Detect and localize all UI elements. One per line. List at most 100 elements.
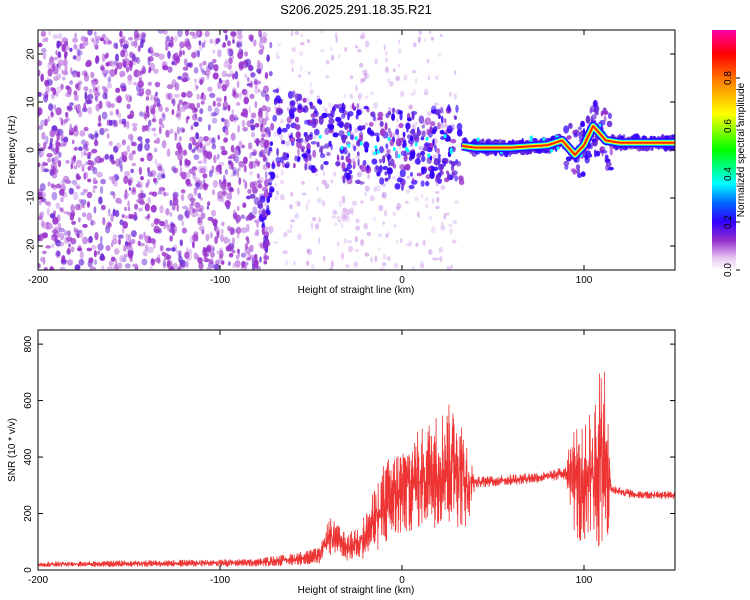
noise-blob: [267, 131, 271, 138]
noise-blob: [101, 86, 106, 90]
signal-blob: [593, 149, 597, 158]
noise-blob: [199, 79, 203, 85]
noise-blob: [161, 251, 167, 257]
spectrogram-y-ticks: -20 -10 0 10 20: [26, 48, 675, 253]
noise-blob: [199, 62, 203, 67]
noise-blob: [247, 252, 252, 260]
noise-blob: [341, 211, 346, 219]
noise-blob: [164, 219, 169, 228]
signal-blob: [585, 115, 591, 124]
noise-blob: [196, 102, 200, 109]
noise-blob: [367, 73, 370, 79]
noise-blob: [138, 76, 142, 82]
noise-blob: [63, 210, 69, 215]
noise-blob: [178, 50, 183, 58]
noise-blob: [143, 113, 148, 120]
noise-blob: [129, 96, 133, 102]
noise-blob: [178, 259, 184, 264]
noise-blob: [179, 263, 183, 268]
noise-blob: [76, 229, 82, 234]
signal-blob: [352, 102, 355, 110]
noise-blob: [80, 191, 86, 196]
noise-blob: [305, 203, 309, 211]
noise-blob: [175, 249, 182, 255]
noise-blob: [236, 169, 239, 178]
noise-blob: [349, 207, 354, 214]
noise-blob: [148, 119, 152, 127]
signal-blob: [564, 165, 569, 170]
noise-blob: [182, 66, 189, 71]
noise-blob: [159, 205, 164, 214]
noise-blob: [59, 266, 66, 270]
signal-blob: [294, 125, 300, 130]
noise-blob: [59, 241, 65, 247]
noise-blob: [55, 202, 60, 209]
noise-blob: [378, 204, 384, 212]
noise-blob: [379, 267, 385, 270]
noise-blob: [169, 199, 173, 206]
noise-blob: [197, 160, 203, 164]
noise-blob: [305, 97, 310, 104]
noise-blob: [181, 91, 187, 98]
signal-blob: [314, 108, 318, 115]
noise-blob: [440, 185, 446, 190]
noise-blob: [134, 203, 139, 210]
noise-blob: [78, 146, 83, 151]
noise-blob: [148, 191, 155, 196]
noise-blob: [316, 186, 319, 192]
noise-blob: [258, 107, 263, 114]
noise-blob: [276, 50, 279, 56]
noise-blob: [207, 124, 211, 131]
noise-blob: [68, 187, 74, 195]
noise-blob: [355, 155, 361, 159]
noise-blob: [331, 215, 337, 219]
noise-blob: [355, 45, 358, 49]
noise-blob: [237, 187, 240, 195]
noise-blob: [126, 145, 131, 153]
noise-blob: [139, 242, 145, 247]
noise-blob: [154, 257, 161, 263]
noise-blob: [190, 125, 194, 131]
noise-blob: [200, 212, 206, 219]
noise-blob: [221, 221, 225, 227]
noise-blob: [38, 147, 41, 156]
noise-blob: [279, 133, 284, 141]
noise-blob: [149, 62, 156, 71]
noise-blob: [147, 57, 151, 66]
noise-blob: [227, 104, 231, 112]
noise-blob: [176, 203, 179, 212]
noise-blob: [119, 255, 125, 263]
noise-blob: [241, 119, 246, 128]
noise-blob: [220, 80, 223, 84]
noise-blob: [131, 150, 136, 155]
noise-blob: [232, 228, 237, 234]
signal-blob: [324, 143, 330, 149]
noise-blob: [186, 115, 190, 120]
noise-blob: [159, 186, 164, 195]
noise-blob: [55, 107, 62, 116]
snr-panel: -200 -100 0 100 0 200 400 600 800 Height of str…: [7, 329, 676, 596]
noise-blob: [224, 34, 228, 41]
noise-blob: [284, 260, 289, 266]
noise-blob: [154, 229, 161, 233]
noise-blob: [156, 98, 161, 106]
noise-blob: [48, 61, 53, 66]
signal-blob: [304, 104, 308, 110]
noise-blob: [243, 164, 247, 173]
noise-blob: [184, 40, 191, 48]
noise-blob: [198, 40, 202, 46]
noise-blob: [196, 212, 200, 218]
signal-blob: [297, 147, 300, 157]
signal-blob: [384, 177, 389, 182]
noise-blob: [174, 35, 178, 43]
noise-blob: [141, 125, 146, 133]
noise-blob: [114, 248, 120, 255]
noise-blob: [221, 117, 225, 122]
signal-blob: [321, 112, 328, 119]
noise-blob: [314, 223, 320, 230]
noise-blob: [286, 106, 290, 112]
noise-blob: [293, 260, 296, 267]
signal-blob: [439, 163, 444, 170]
noise-blob: [246, 77, 250, 82]
noise-blob: [236, 42, 243, 48]
